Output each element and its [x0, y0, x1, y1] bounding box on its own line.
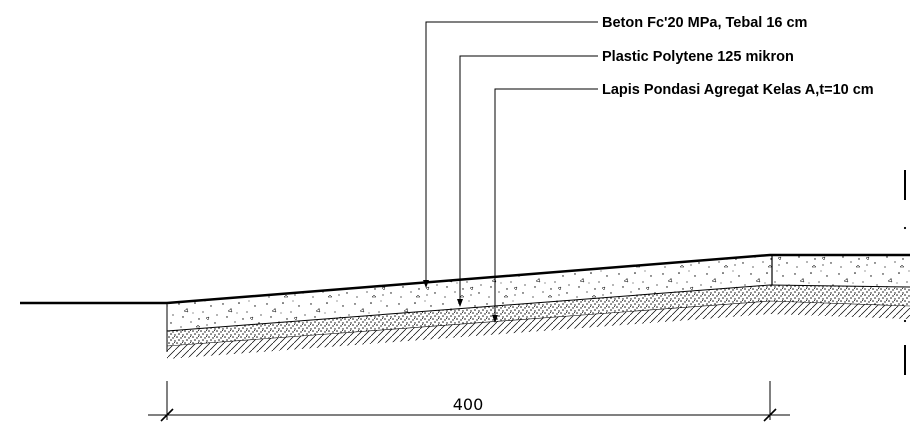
ramp-surface: [166, 253, 910, 305]
label-aggregate: Lapis Pondasi Agregat Kelas A,t=10 cm: [602, 82, 874, 98]
dimension-value: 400: [453, 395, 484, 414]
concrete-layer: [167, 255, 910, 331]
aggregate-bottom-edge: [166, 300, 910, 347]
leader-concrete: [423, 21, 598, 288]
plastic-sheet-line: [166, 284, 910, 332]
label-plastic: Plastic Polytene 125 mikron: [602, 49, 794, 65]
dimension-line: [148, 381, 790, 422]
label-concrete: Beton Fc'20 MPa, Tebal 16 cm: [602, 15, 807, 31]
aggregate-layer: [167, 285, 910, 346]
leader-aggregate: [492, 88, 598, 323]
break-dot-1: [903, 226, 907, 230]
leader-plastic: [457, 55, 598, 307]
break-dot-2: [903, 319, 907, 323]
soil-hatch: [167, 301, 910, 359]
